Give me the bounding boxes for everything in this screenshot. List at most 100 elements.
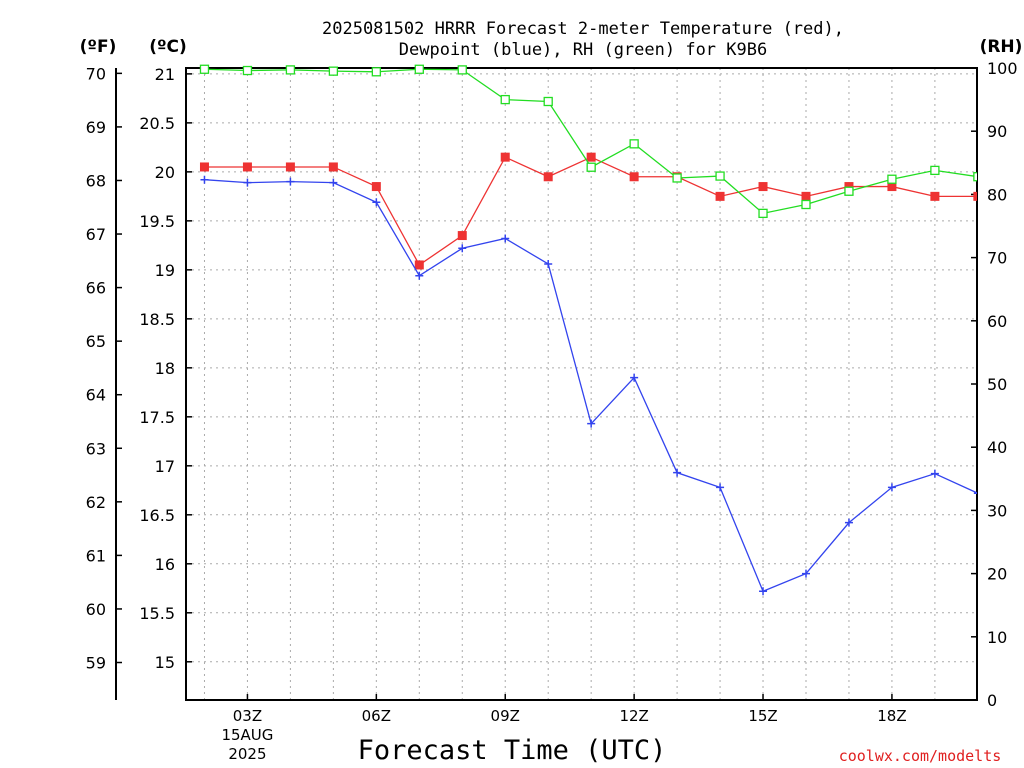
fahrenheit-tick-label: 64 [86, 386, 106, 405]
dewpoint-point [759, 587, 768, 596]
dewpoint-point [716, 483, 725, 492]
rh-point [199, 64, 210, 74]
celsius-tick-label: 17 [155, 457, 175, 476]
fahrenheit-tick-label: 60 [86, 600, 106, 619]
axes [115, 67, 978, 701]
temperature-point [199, 162, 209, 172]
celsius-tick-label: 16 [155, 555, 175, 574]
dewpoint-point [458, 244, 467, 253]
series-line-dewpoint [204, 179, 977, 593]
rh-point [672, 173, 682, 183]
rh-point [586, 162, 596, 172]
fahrenheit-unit-label: (ºF) [80, 37, 117, 57]
gridlines [186, 68, 977, 700]
rh-tick-label: 0 [987, 691, 997, 710]
dewpoint-point [930, 469, 939, 478]
celsius-tick-label: 15.5 [139, 604, 175, 623]
temperature-point [758, 182, 768, 192]
celsius-tick-label: 19 [155, 261, 175, 280]
fahrenheit-tick-label: 69 [86, 118, 106, 137]
rh-tick-label: 100 [987, 59, 1018, 78]
dewpoint-point [673, 468, 682, 477]
rh-point [242, 65, 253, 76]
dewpoint-point [630, 373, 639, 382]
x-tick-label: 18Z [877, 707, 906, 725]
rh-point [543, 96, 553, 107]
temperature-point [328, 162, 338, 172]
rh-point [758, 208, 768, 219]
x-axis-label: Forecast Time (UTC) [358, 735, 667, 766]
rh-tick-label: 10 [987, 628, 1007, 647]
x-tick-year: 2025 [228, 745, 266, 763]
dewpoint-point [286, 177, 295, 186]
rh-unit-label: (RH) [980, 37, 1023, 57]
rh-tick-label: 20 [987, 565, 1007, 584]
celsius-tick-label: 18.5 [139, 310, 175, 329]
fahrenheit-tick-label: 63 [86, 439, 106, 458]
rh-point [500, 94, 510, 105]
x-tick-label: 06Z [362, 707, 391, 725]
rh-point [715, 171, 725, 181]
fahrenheit-tick-label: 62 [86, 493, 106, 512]
temperature-point [371, 182, 381, 192]
dewpoint-point [801, 569, 810, 578]
data-series [199, 64, 977, 596]
rh-point [285, 65, 296, 75]
temperature-point [586, 152, 596, 162]
rh-tick-label: 50 [987, 375, 1007, 394]
fahrenheit-tick-label: 65 [86, 332, 106, 351]
dewpoint-point [372, 198, 381, 207]
celsius-tick-label: 20.5 [139, 114, 175, 133]
rh-point [457, 65, 467, 75]
chart-title-line-1: 2025081502 HRRR Forecast 2-meter Tempera… [322, 19, 844, 39]
series-clip-group [199, 64, 977, 596]
rh-tick-label: 60 [987, 312, 1007, 331]
series-temperature [199, 152, 977, 270]
dewpoint-point [887, 483, 896, 492]
fahrenheit-tick-label: 70 [86, 64, 106, 83]
rh-point [801, 199, 811, 210]
rh-tick-label: 90 [987, 122, 1007, 141]
temperature-point [801, 191, 811, 201]
celsius-tick-label: 19.5 [139, 212, 175, 231]
fahrenheit-tick-label: 61 [86, 546, 106, 565]
celsius-tick-label: 16.5 [139, 506, 175, 525]
celsius-unit-label: (ºC) [149, 37, 187, 57]
fahrenheit-tick-label: 66 [86, 279, 106, 298]
x-tick-label: 15Z [748, 707, 777, 725]
x-tick-label: 12Z [619, 707, 648, 725]
rh-tick-label: 40 [987, 438, 1007, 457]
temperature-point [629, 172, 639, 182]
celsius-tick-label: 20 [155, 163, 175, 182]
temperature-point [715, 191, 725, 201]
rh-tick-label: 30 [987, 501, 1007, 520]
rh-tick-label: 80 [987, 185, 1007, 204]
fahrenheit-tick-label: 59 [86, 654, 106, 673]
temperature-point [457, 231, 467, 241]
rh-point [371, 67, 381, 77]
rh-point [629, 139, 639, 149]
tick-labels: 59 60 61 62 63 64 65 66 67 68 69 70 15 15.5 16 16.5 17 17… [86, 59, 1018, 763]
rh-point [414, 64, 424, 74]
x-tick-label: 03Z [233, 707, 262, 725]
rh-point [844, 186, 854, 196]
rh-tick-label: 70 [987, 249, 1007, 268]
temperature-point [500, 152, 510, 162]
dewpoint-point [587, 419, 596, 428]
dewpoint-point [329, 178, 338, 187]
celsius-tick-label: 21 [155, 65, 175, 84]
credit-text: coolwx.com/modelts [839, 747, 1002, 765]
fahrenheit-tick-label: 68 [86, 171, 106, 190]
celsius-tick-label: 18 [155, 359, 175, 378]
x-tick-label: 09Z [491, 707, 520, 725]
rh-point [887, 174, 897, 184]
fahrenheit-tick-label: 67 [86, 225, 106, 244]
temperature-point [930, 191, 940, 201]
rh-point [973, 172, 977, 182]
series-rh [199, 64, 977, 219]
dewpoint-point [243, 178, 252, 187]
temperature-point [543, 172, 553, 182]
plot-frame [185, 67, 978, 701]
series-dewpoint [200, 175, 977, 596]
